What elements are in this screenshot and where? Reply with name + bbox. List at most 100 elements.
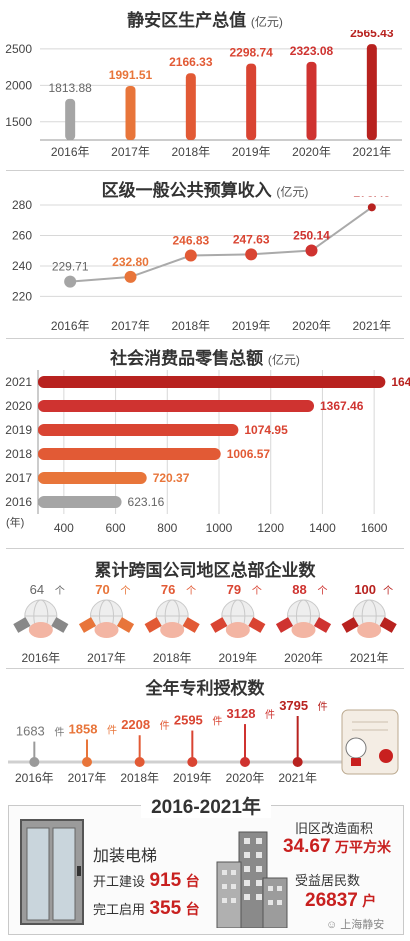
data-point (187, 757, 198, 767)
handshake-sleeve-left (13, 617, 31, 633)
patent-chart: 1683 件 2016年 1858 件 2017年 2208 件 2018年 2595 件 2019年… (8, 698, 399, 785)
handshake-sleeve-right (313, 617, 332, 633)
handshake-sleeve-right (248, 617, 266, 633)
x-tick-label: 800 (157, 521, 177, 535)
x-tick-label: 2018年 (171, 319, 210, 333)
renov-row: 34.67 万平方米 (283, 836, 391, 858)
x-tick-label: 2020年 (292, 319, 331, 333)
y-tick-label: 240 (12, 259, 32, 273)
data-point (245, 248, 258, 261)
y-tick-label: 2500 (5, 42, 32, 56)
renov-unit: 万平方米 (335, 839, 391, 855)
x-tick-label: 2019年 (218, 651, 257, 665)
data-label: 1367.46 (320, 399, 364, 413)
summary-period-title: 2016-2021年 (9, 792, 403, 819)
x-tick-label: 1000 (206, 521, 233, 535)
data-point (305, 244, 318, 257)
summary-period: 2016-2021年 (141, 797, 271, 818)
lightbulb-base (351, 758, 361, 766)
value-unit: 件 (318, 701, 328, 713)
x-tick-label: 2018年 (171, 145, 210, 159)
value-unit: 件 (54, 727, 64, 739)
divider (6, 338, 404, 339)
done-unit: 台 (185, 901, 200, 917)
benef-value: 26837 (305, 890, 358, 911)
y-tick-label: 2019 (5, 423, 32, 437)
data-label: 3128 (227, 706, 256, 721)
x-tick-label: 2016年 (51, 145, 90, 159)
handshake-icon (28, 622, 53, 638)
x-tick-label: 1400 (309, 521, 336, 535)
x-tick-label: 600 (106, 521, 126, 535)
bar (38, 496, 122, 508)
y-tick-label: 220 (12, 289, 32, 303)
data-label: 1813.88 (48, 81, 92, 95)
x-tick-label: 2021年 (352, 145, 391, 159)
data-point (134, 757, 145, 767)
data-point (240, 757, 250, 767)
handshake-sleeve-right (51, 617, 69, 633)
value-unit: 件 (160, 720, 170, 732)
data-point (64, 275, 77, 288)
x-tick-label: 2020年 (284, 651, 323, 665)
data-label: 250.14 (293, 229, 330, 243)
handshake-sleeve-left (210, 617, 228, 633)
watermark-icon: ☺ (326, 919, 338, 931)
data-point (29, 757, 40, 767)
handshake-sleeve-left (275, 617, 294, 633)
data-label: 2323.08 (290, 44, 334, 58)
handshake-sleeve-left (144, 617, 162, 633)
value-unit: 件 (107, 724, 117, 736)
gdp-title-text: 静安区生产总值 (127, 11, 247, 30)
data-point (184, 249, 197, 262)
summary-box: 2016-2021年 加装电梯 开工建设 915 台 完工启用 355 台 (8, 797, 404, 935)
bar (38, 400, 315, 412)
x-tick-label: 2021年 (278, 771, 317, 785)
x-tick-label: 2016年 (21, 651, 60, 665)
x-tick-label: 2016年 (51, 319, 90, 333)
y-tick-label: 2021 (5, 375, 32, 389)
data-label: 2565.43 (350, 30, 394, 40)
handshake-icon (291, 622, 316, 638)
handshake-icon (225, 622, 250, 638)
x-tick-label: 2021年 (350, 651, 389, 665)
elevator-title: 加装电梯 (93, 848, 158, 865)
data-point (124, 270, 137, 283)
renov-label: 旧区改造面积 (295, 821, 374, 836)
axis-unit: (年) (6, 515, 24, 529)
budget-unit: (亿元) (276, 185, 309, 199)
handshake-icon (357, 622, 382, 638)
data-label: 623.16 (128, 495, 165, 509)
elevator-done-row: 完工启用 355 台 (93, 898, 200, 920)
data-label: 1006.57 (227, 447, 271, 461)
value-unit: 个 (55, 585, 65, 597)
value-unit: 个 (318, 585, 328, 597)
bar (65, 98, 76, 140)
series-line (70, 206, 373, 283)
gdp-chart: 1500 2000 2500 1813.88 2016年 1991.51 2017年 2166… (5, 30, 402, 159)
data-label: 246.83 (172, 234, 209, 248)
x-tick-label: 2017年 (111, 145, 150, 159)
value-unit: 个 (383, 585, 393, 597)
x-tick-label: 400 (54, 521, 74, 535)
data-label: 2208 (121, 717, 150, 732)
bar (38, 472, 147, 484)
y-tick-label: 260 (12, 228, 32, 242)
x-tick-label: 1200 (257, 521, 284, 535)
y-tick-label: 2020 (5, 399, 32, 413)
benef-label: 受益居民数 (295, 873, 361, 888)
data-point (82, 757, 92, 767)
y-tick-label: 2018 (5, 447, 32, 461)
handshake-sleeve-left (78, 617, 97, 633)
bar (38, 376, 386, 388)
x-tick-label: 2018年 (153, 651, 192, 665)
data-label: 1858 (69, 721, 98, 736)
handshake-sleeve-right (116, 617, 135, 633)
value-unit: 个 (252, 585, 262, 597)
data-label: 76 (161, 582, 175, 597)
value-unit: 个 (186, 585, 196, 597)
start-label: 开工建设 (93, 874, 146, 889)
buildings-icon (216, 831, 288, 928)
data-label: 2298.74 (229, 46, 273, 60)
handshake-icon (94, 622, 119, 638)
